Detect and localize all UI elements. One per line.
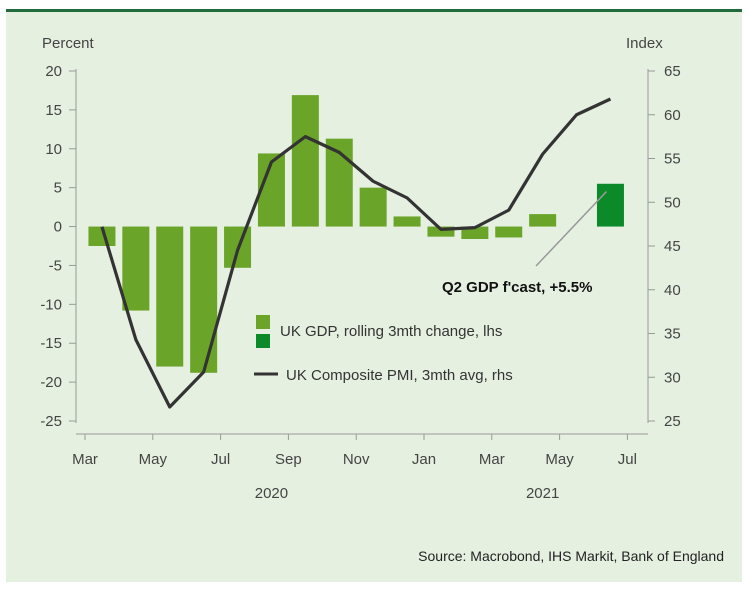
legend-swatch-gdp	[256, 315, 270, 329]
legend: UK GDP, rolling 3mth change, lhs UK Comp…	[254, 315, 513, 384]
left-tick-label: 20	[45, 63, 62, 80]
gdp-bar	[156, 226, 184, 367]
gdp-bar	[461, 226, 489, 239]
left-axis-title: Percent	[42, 35, 95, 52]
legend-label-gdp: UK GDP, rolling 3mth change, lhs	[280, 323, 502, 340]
gdp-bar	[88, 226, 116, 246]
pmi-line	[100, 97, 612, 409]
header-rule	[6, 0, 742, 12]
left-tick-label: -25	[40, 413, 62, 430]
gdp-bar	[190, 226, 218, 373]
left-tick-label: 10	[45, 141, 62, 158]
gdp-bar	[359, 187, 387, 227]
right-tick-label: 65	[664, 63, 681, 80]
left-tick-label: 5	[54, 180, 62, 197]
right-tick-label: 30	[664, 369, 681, 386]
chart-panel: 20 15 10 5 0 -5 -10 -15 -20 -25 65 60 55 50 45 40 35 30 2…	[6, 0, 742, 582]
x-tick-label: Jul	[618, 451, 637, 468]
x-tick-label: May	[139, 451, 168, 468]
gdp-bar	[291, 95, 319, 227]
legend-label-pmi: UK Composite PMI, 3mth avg, rhs	[286, 367, 513, 384]
x-tick-label: Mar	[72, 451, 98, 468]
legend-swatch-gdp-forecast	[256, 334, 270, 348]
right-axis-title: Index	[626, 35, 663, 52]
right-tick-label: 40	[664, 282, 681, 299]
left-tick-label: -5	[49, 257, 62, 274]
left-tick-label: -10	[40, 296, 62, 313]
x-tick-label: Nov	[343, 451, 370, 468]
left-tick-label: -20	[40, 374, 62, 391]
x-tick-label: Jul	[211, 451, 230, 468]
forecast-annotation: Q2 GDP f'cast, +5.5%	[442, 279, 592, 296]
x-tick-label: Jan	[412, 451, 436, 468]
right-tick-label: 35	[664, 326, 681, 343]
gdp-bar	[122, 226, 150, 311]
annotation-leader-line	[535, 191, 607, 267]
left-tick-label: 15	[45, 102, 62, 119]
right-tick-label: 60	[664, 107, 681, 124]
right-tick-label: 45	[664, 238, 681, 255]
source-note: Source: Macrobond, IHS Markit, Bank of E…	[418, 548, 724, 564]
gdp-bar	[427, 226, 455, 237]
right-tick-label: 55	[664, 151, 681, 168]
right-tick-label: 25	[664, 413, 681, 430]
x-tick-label: Mar	[479, 451, 505, 468]
year-label: 2021	[526, 485, 559, 502]
x-tick-label: May	[545, 451, 574, 468]
gdp-bar	[495, 226, 523, 238]
gdp-bar	[596, 183, 624, 227]
gdp-bar	[529, 214, 557, 227]
right-tick-label: 50	[664, 194, 681, 211]
x-tick-label: Sep	[275, 451, 302, 468]
left-tick-label: -15	[40, 335, 62, 352]
year-label: 2020	[255, 485, 288, 502]
gdp-bar	[393, 216, 421, 227]
left-tick-label: 0	[54, 219, 62, 236]
